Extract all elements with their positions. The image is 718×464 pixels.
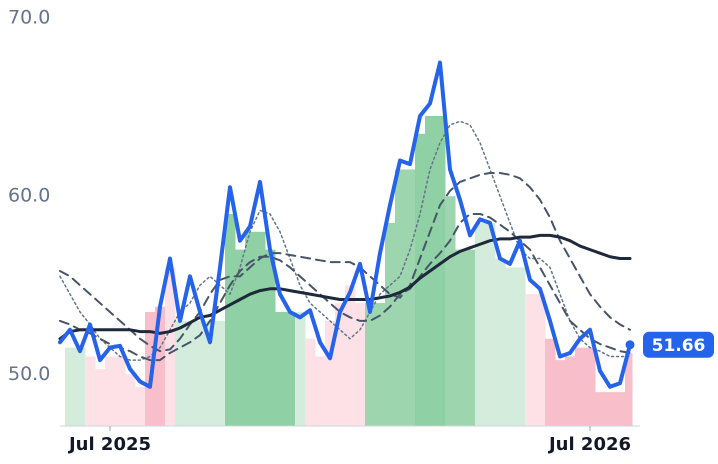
bar [345,285,356,426]
bar [295,311,306,426]
bar [285,311,296,426]
bar-layer [60,115,640,427]
bar [115,356,126,426]
bar [545,338,556,426]
bar [175,320,186,426]
bar [615,392,626,426]
bar [575,347,586,426]
bar [165,267,176,426]
bar [235,249,246,426]
bar [505,267,516,426]
bar [555,360,566,426]
line [58,60,632,389]
bar [365,303,376,426]
x-tick-label: Jul 2025 [67,434,151,455]
bar [125,374,136,426]
bar [275,311,286,426]
y-tick-label: 60.0 [8,185,50,207]
bar [325,320,336,426]
bar [155,306,166,426]
bar [355,303,366,426]
bar [625,352,633,426]
value-badge [643,331,714,358]
label-layer: 50.0 60.0 70.0 Jul 2025 Jul 2026 51.66 [8,7,714,455]
bar [465,249,476,426]
bar [75,347,86,426]
bar [485,222,496,426]
bar [315,356,326,426]
bar [245,231,256,426]
last-point [625,340,635,350]
bar [85,356,96,426]
bar [595,392,606,426]
bar [105,356,116,426]
bar [95,368,106,426]
bar [455,249,466,426]
y-tick-label: 50.0 [8,363,50,385]
bar [305,338,316,426]
bar [445,196,456,426]
bar [515,267,526,426]
line-layer [58,60,635,389]
bar [195,320,206,426]
bar [255,231,266,426]
bar [405,169,416,427]
bar [265,249,276,426]
bar [135,386,146,426]
bar [335,303,346,426]
bar [475,222,486,426]
x-tick-label: Jul 2026 [547,434,631,455]
line [59,212,631,362]
bar [185,320,196,426]
bar [495,258,506,426]
bar [375,303,386,426]
bar [585,347,596,426]
value-label: 51.66 [652,336,706,356]
bar [535,294,546,426]
bar [65,347,76,426]
bar [225,213,236,426]
bar [565,356,576,426]
bar [605,392,616,426]
bar [205,320,216,426]
bar [435,115,446,426]
y-tick-label: 70.0 [8,7,50,29]
bar [385,222,396,426]
bar [215,320,226,426]
bar [525,294,536,426]
